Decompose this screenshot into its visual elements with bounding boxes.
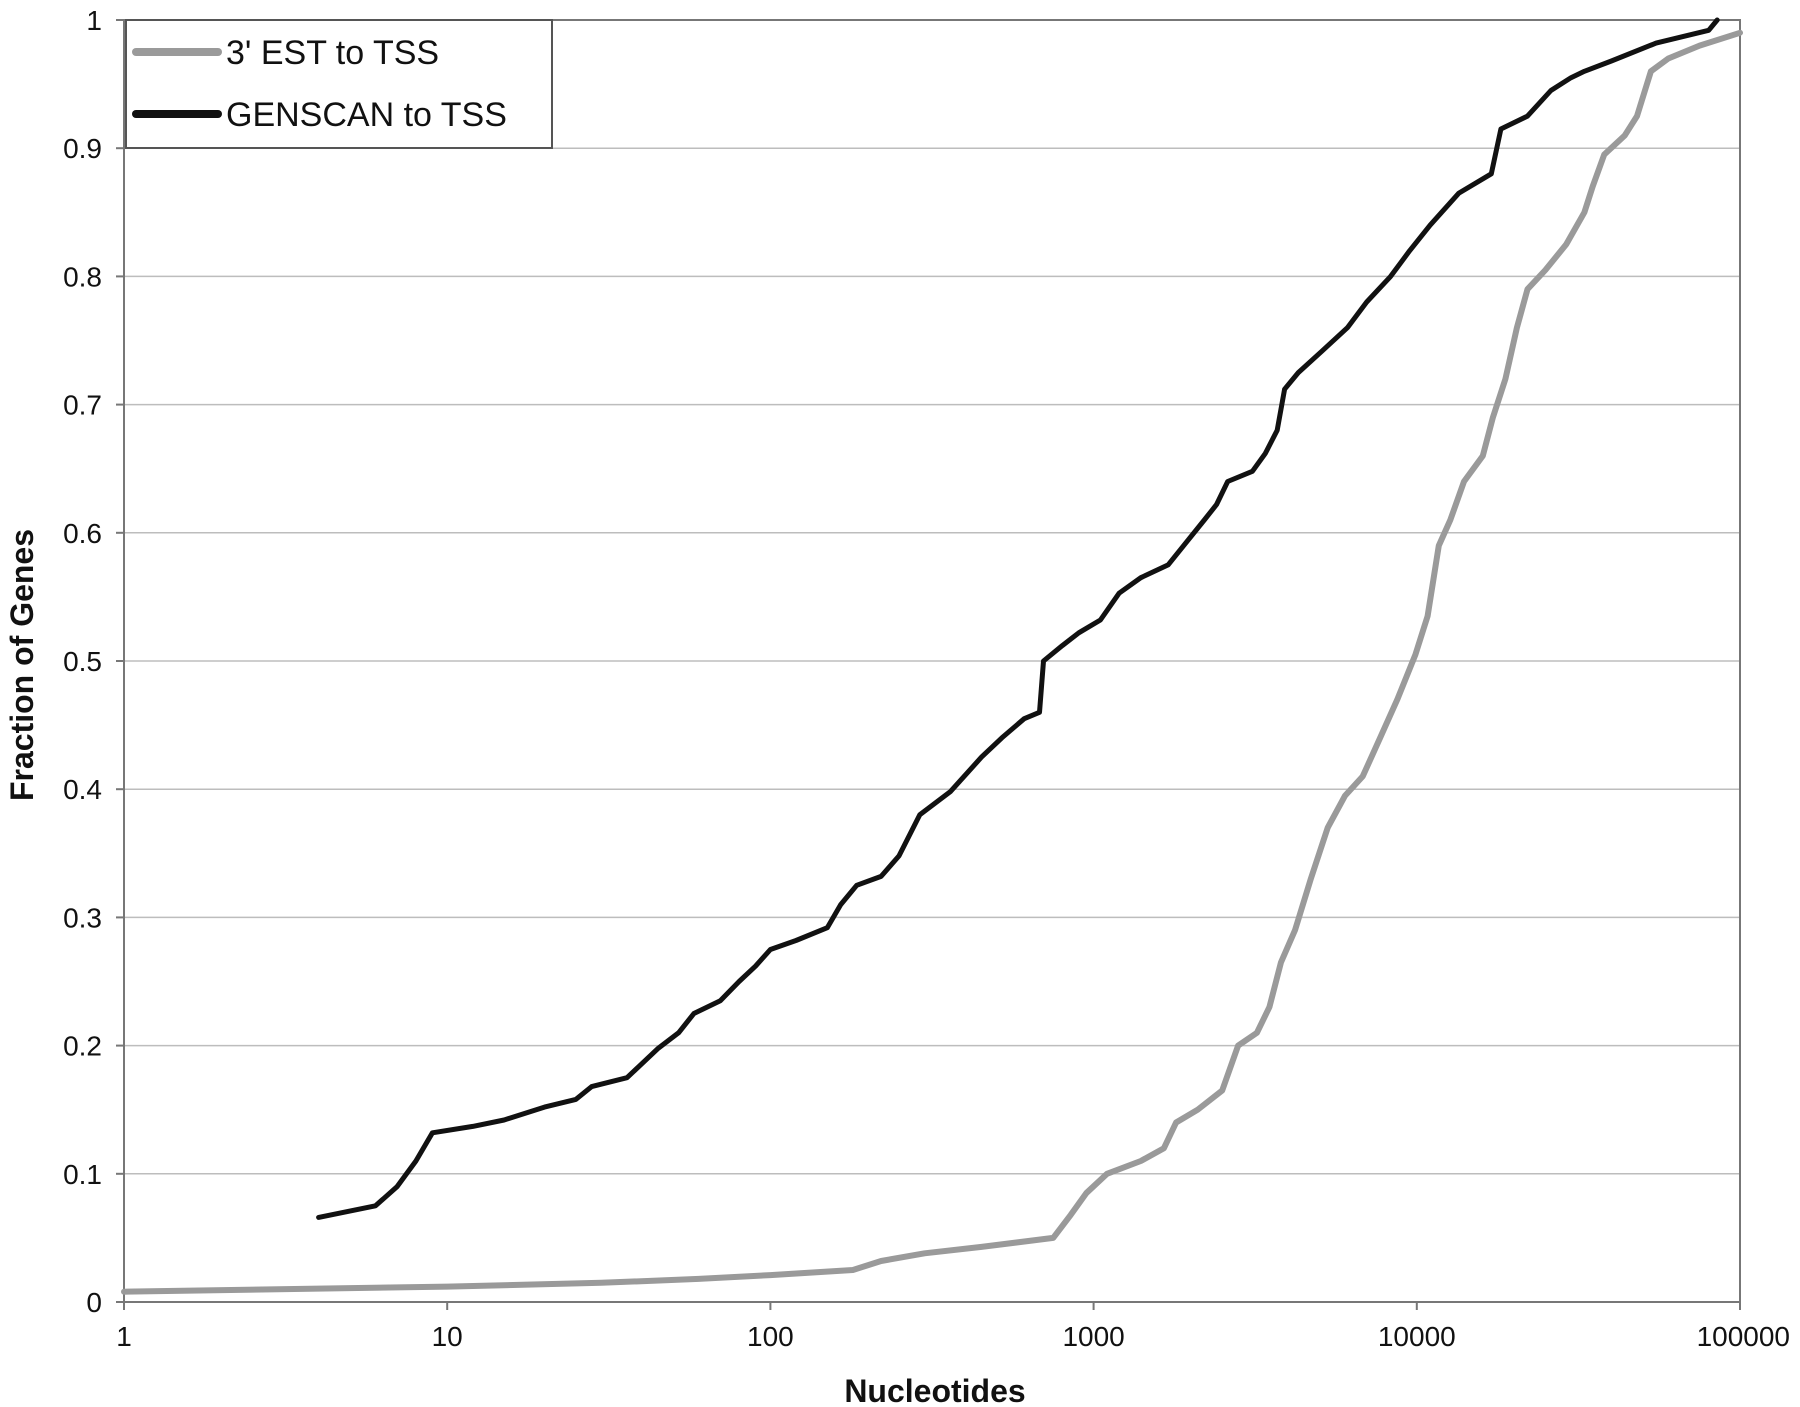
y-tick-label: 0.7 (63, 390, 102, 421)
x-axis-ticks: 1 10 100 1000 10000 100000 (116, 1302, 1790, 1352)
y-tick-label: 0.6 (63, 518, 102, 549)
y-tick-label: 0 (86, 1287, 102, 1318)
y-tick-label: 1 (86, 5, 102, 36)
legend-label-est: 3' EST to TSS (226, 34, 439, 72)
x-tick-label: 10 (432, 1321, 463, 1352)
gridlines (124, 147, 1740, 1175)
legend: 3' EST to TSS GENSCAN to TSS (125, 19, 553, 149)
y-axis-ticks: 0 0.1 0.2 0.3 0.4 0.5 0.6 0.7 0.8 0.9 1 (63, 5, 124, 1318)
x-tick-label: 10000 (1378, 1321, 1456, 1352)
series-line-genscan (316, 17, 1720, 1220)
y-tick-label: 0.2 (63, 1031, 102, 1062)
y-tick-label: 0.4 (63, 774, 102, 805)
x-axis-title: Nucleotides (844, 1373, 1025, 1407)
x-tick-label: 100000 (1697, 1321, 1790, 1352)
series-line-est (121, 29, 1743, 1295)
y-tick-label: 0.1 (63, 1159, 102, 1190)
series-layer (121, 17, 1743, 1295)
y-tick-label: 0.5 (63, 646, 102, 677)
x-tick-label: 1 (116, 1321, 132, 1352)
y-axis-title: Fraction of Genes (4, 529, 40, 801)
legend-label-genscan: GENSCAN to TSS (226, 96, 507, 134)
y-tick-label: 0.3 (63, 902, 102, 933)
y-tick-label: 0.9 (63, 133, 102, 164)
x-tick-label: 100 (747, 1321, 794, 1352)
legend-box (125, 19, 553, 149)
y-tick-label: 0.8 (63, 261, 102, 292)
x-tick-label: 1000 (1062, 1321, 1124, 1352)
